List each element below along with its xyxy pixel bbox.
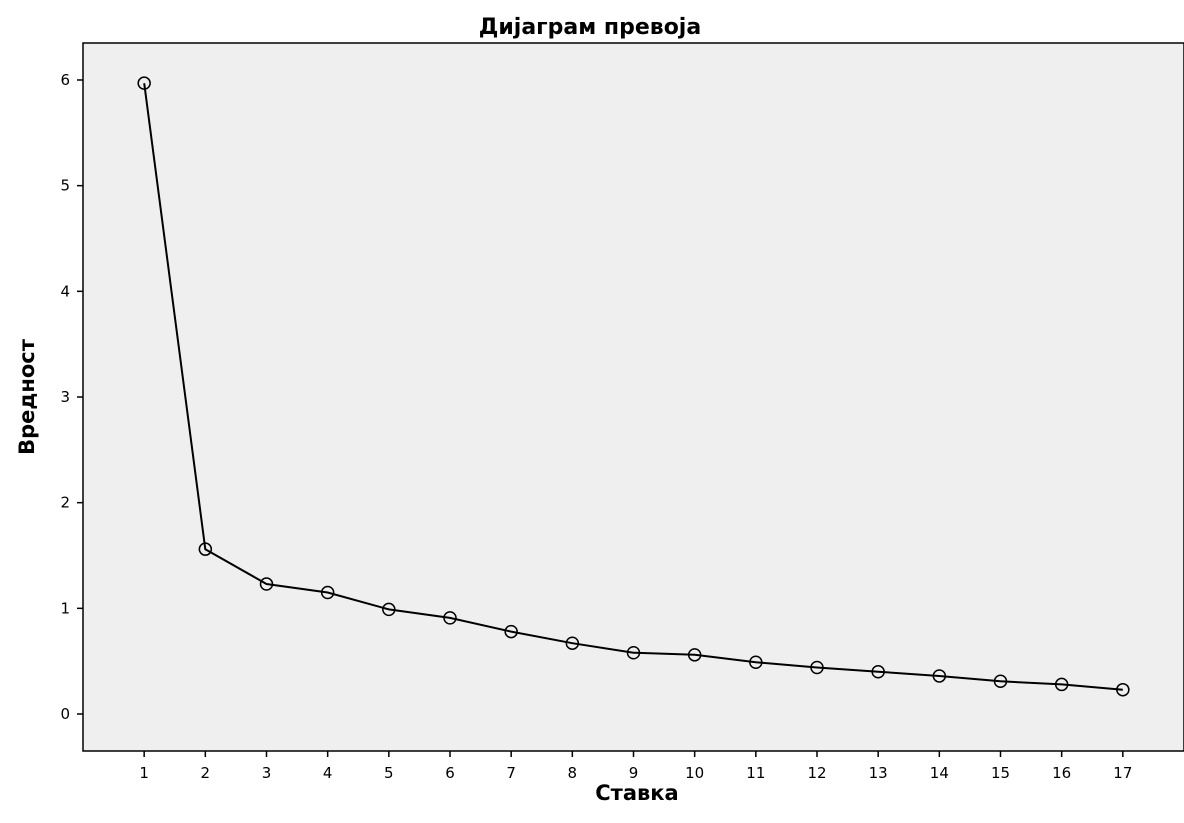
- data-point: [259, 577, 274, 591]
- x-tick-label: 5: [384, 764, 394, 782]
- plot-area: [82, 42, 1184, 752]
- x-axis: 1 2 3 4 5 6 7 8 9 10 11 12 13 14 15 16 17: [139, 751, 1132, 782]
- data-point: [1054, 677, 1069, 692]
- data-point: [626, 645, 641, 660]
- y-tick-label: 4: [60, 282, 70, 300]
- data-point: [504, 624, 518, 639]
- x-tick-label: 6: [445, 764, 455, 782]
- series-line: [143, 83, 1123, 691]
- y-tick-label: 0: [60, 705, 70, 723]
- x-tick-label: 16: [1052, 764, 1071, 782]
- y-tick-label: 6: [60, 71, 70, 89]
- x-tick-label: 12: [807, 764, 826, 782]
- x-tick-label: 13: [869, 764, 888, 782]
- x-tick-label: 15: [991, 764, 1010, 782]
- data-point: [871, 664, 885, 679]
- x-tick-label: 7: [506, 764, 516, 782]
- x-tick-label: 9: [629, 764, 639, 782]
- data-point: [565, 636, 580, 650]
- chart-title: Дијаграм превоја: [479, 15, 701, 40]
- data-point: [382, 602, 396, 617]
- data-point: [993, 674, 1008, 689]
- x-axis-label: Ставка: [595, 781, 678, 805]
- y-axis: 0 1 2 3 4 5 6: [60, 71, 83, 723]
- y-tick-label: 5: [60, 177, 70, 195]
- data-point: [749, 655, 763, 669]
- data-point: [1116, 682, 1130, 697]
- y-axis-label: Вредност: [15, 338, 39, 455]
- data-point: [932, 669, 947, 683]
- x-tick-label: 10: [685, 764, 704, 782]
- x-tick-label: 1: [139, 764, 149, 782]
- y-tick-label: 1: [60, 599, 70, 617]
- x-tick-label: 4: [323, 764, 333, 782]
- x-tick-label: 8: [568, 764, 578, 782]
- x-tick-label: 2: [201, 764, 211, 782]
- data-point: [320, 585, 335, 600]
- x-tick-label: 14: [930, 764, 949, 782]
- x-tick-label: 11: [746, 764, 765, 782]
- data-point: [443, 611, 457, 625]
- data-point: [198, 542, 213, 556]
- data-point: [687, 648, 702, 662]
- data-point: [810, 660, 824, 675]
- data-points: [137, 76, 1130, 697]
- data-point: [137, 76, 151, 90]
- y-tick-label: 3: [60, 388, 70, 406]
- x-tick-label: 3: [262, 764, 272, 782]
- x-tick-label: 17: [1113, 764, 1132, 782]
- y-tick-label: 2: [60, 494, 70, 512]
